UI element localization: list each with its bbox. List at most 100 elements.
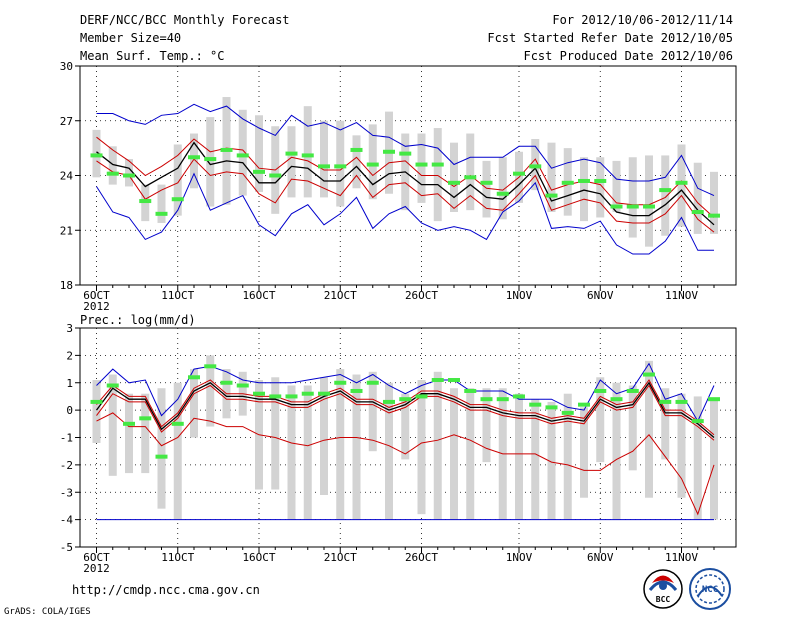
- median-marker: [285, 394, 298, 399]
- median-marker: [415, 394, 428, 399]
- median-marker: [594, 388, 607, 393]
- spread-box: [433, 371, 442, 520]
- x-tick-label: 16OCT: [242, 289, 275, 302]
- y-tick-label: 1: [66, 377, 73, 390]
- y-tick-label: 18: [60, 279, 73, 292]
- y-tick-label: 27: [60, 115, 73, 128]
- median-marker: [236, 383, 249, 388]
- median-marker: [513, 171, 525, 176]
- median-marker: [578, 402, 590, 407]
- median-marker: [269, 394, 282, 399]
- median-marker: [253, 391, 265, 396]
- median-marker: [301, 391, 314, 396]
- min-line: [96, 172, 714, 255]
- spread-box: [255, 115, 263, 192]
- spread-box: [563, 393, 572, 520]
- spread-box: [92, 380, 101, 443]
- spread-box: [141, 393, 150, 474]
- median-marker: [236, 153, 249, 158]
- year-label: 2012: [83, 562, 110, 575]
- x-tick-label: 11OCT: [161, 289, 194, 302]
- ncc-logo: NCC: [689, 568, 731, 610]
- y-tick-label: 21: [60, 224, 73, 237]
- median-marker: [204, 364, 217, 369]
- median-marker: [318, 391, 330, 396]
- x-tick-label: 26OCT: [405, 289, 438, 302]
- spread-box: [190, 369, 198, 438]
- spread-box: [190, 133, 198, 189]
- spread-box: [108, 374, 117, 476]
- median-marker: [659, 188, 672, 193]
- median-marker: [594, 178, 607, 183]
- x-tick-label: 1NOV: [506, 551, 533, 564]
- median-marker: [204, 157, 217, 162]
- spread-box: [352, 374, 361, 520]
- spread-box: [336, 120, 345, 207]
- y-tick-label: 0: [66, 404, 73, 417]
- max-line: [96, 103, 715, 197]
- median-marker: [171, 197, 184, 202]
- bcc-logo-text: BCC: [656, 595, 671, 604]
- spread-box: [515, 393, 523, 520]
- median-marker: [496, 191, 509, 196]
- spread-box: [677, 144, 686, 227]
- median-marker: [188, 375, 200, 380]
- mean-line: [95, 381, 715, 438]
- x-tick-label: 16OCT: [242, 551, 275, 564]
- spread-box: [303, 385, 312, 520]
- spread-box: [482, 160, 491, 218]
- median-marker: [545, 405, 558, 410]
- spread-box: [710, 399, 718, 520]
- median-marker: [139, 416, 152, 421]
- median-marker: [513, 394, 525, 399]
- median-marker: [529, 402, 542, 407]
- median-marker: [708, 213, 720, 218]
- y-tick-label: -5: [60, 541, 73, 554]
- median-marker: [155, 454, 168, 459]
- spread-box: [596, 157, 605, 218]
- spread-box: [368, 371, 377, 452]
- member-size: Member Size=40: [80, 31, 181, 45]
- spread-box: [645, 155, 653, 247]
- spread-box: [596, 377, 605, 463]
- precipitation-panel: -5 -4 -3 -2 -1 0 1 2 3 6OCT 11OCT 16OCT 21OCT 26OCT 1N…: [60, 322, 737, 575]
- spread-box: [287, 126, 296, 198]
- median-marker: [220, 147, 233, 152]
- median-marker: [691, 210, 704, 214]
- median-marker: [708, 397, 720, 402]
- median-marker: [464, 388, 477, 393]
- median-marker: [123, 173, 135, 178]
- median-marker: [399, 151, 412, 156]
- median-marker: [106, 171, 119, 176]
- spread-box: [157, 388, 166, 509]
- y-tick-label: 3: [66, 322, 73, 335]
- median-marker: [188, 155, 200, 160]
- median-marker: [545, 193, 558, 198]
- spread-box: [661, 155, 670, 236]
- x-tick-label: 11NOV: [665, 289, 698, 302]
- median-marker: [350, 147, 363, 152]
- spread-box: [628, 157, 637, 238]
- median-marker: [431, 378, 444, 383]
- y-tick-label: 30: [60, 60, 73, 73]
- spread-box: [238, 109, 247, 196]
- spread-box: [433, 128, 442, 222]
- spread-box: [693, 162, 702, 234]
- median-marker: [383, 399, 395, 404]
- spread-box: [173, 144, 182, 216]
- spread-box: [612, 160, 621, 212]
- spread-box: [710, 171, 718, 234]
- median-marker: [285, 151, 298, 156]
- x-tick-label: 6NOV: [587, 289, 614, 302]
- spread-box: [125, 159, 133, 187]
- y-tick-label: -3: [60, 486, 73, 499]
- median-marker: [480, 180, 493, 185]
- spread-box: [580, 407, 588, 498]
- ncc-logo-text: NCC: [702, 585, 718, 595]
- median-marker: [496, 397, 509, 402]
- lower-line: [96, 158, 715, 233]
- median-marker: [529, 164, 542, 169]
- spread-box: [108, 146, 117, 185]
- median-marker: [643, 372, 655, 377]
